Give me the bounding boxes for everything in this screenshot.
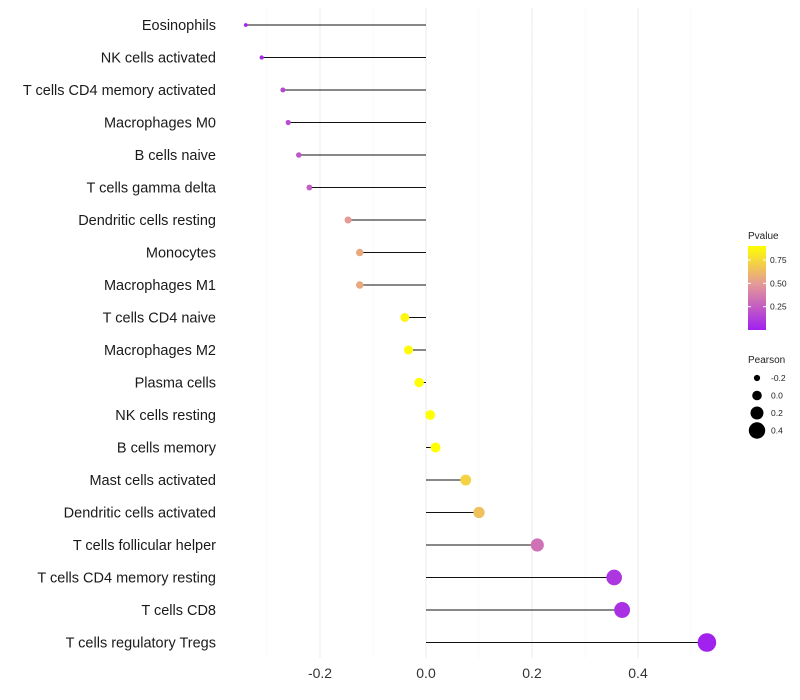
pvalue-legend: Pvalue 0.25 0.50 0.75 (748, 231, 787, 330)
x-tick-label: 0.0 (416, 665, 436, 681)
x-tick-label: 0.2 (522, 665, 542, 681)
pearson-legend-keys: -0.2 0.0 0.2 0.4 (748, 373, 786, 439)
lollipop-point (403, 345, 414, 355)
pvalue-legend-title: Pvalue (748, 231, 779, 242)
y-axis-label: B cells memory (117, 441, 217, 457)
pearson-key-label: 0.4 (771, 426, 783, 436)
y-axis-label: NK cells activated (101, 51, 216, 67)
lollipop-point (473, 506, 485, 519)
lollipop-point (414, 377, 424, 388)
x-tick-label: -0.2 (308, 665, 332, 681)
pvalue-colorbar (748, 246, 766, 330)
lollipop-point (400, 313, 410, 322)
y-axis-label: Mast cells activated (89, 473, 216, 489)
y-axis-label: Macrophages M1 (104, 278, 216, 294)
y-axis-label: Macrophages M0 (104, 116, 216, 132)
pearson-legend-title: Pearson (748, 355, 785, 366)
pearson-key-label: 0.2 (771, 408, 783, 418)
lollipop-point (606, 569, 622, 586)
pearson-size-key (750, 406, 764, 420)
y-axis-label: T cells follicular helper (73, 538, 216, 554)
y-axis-label: T cells gamma delta (87, 181, 217, 197)
pearson-key-label: 0.0 (771, 391, 783, 401)
y-axis-label: T cells CD4 naive (103, 311, 216, 327)
y-axis-label: T cells CD4 memory resting (37, 571, 216, 587)
lollipop-point (425, 410, 436, 420)
x-tick-label: 0.4 (628, 665, 648, 681)
pvalue-tick-label: 0.25 (770, 302, 787, 312)
y-axis-label: T cells CD8 (141, 603, 216, 619)
pvalue-tick-label: 0.50 (770, 278, 787, 288)
y-axis-label: Macrophages M2 (104, 343, 216, 359)
lollipop-point (530, 538, 544, 552)
grid-layer (224, 8, 740, 658)
y-axis-label: Plasma cells (135, 376, 216, 392)
y-axis-label: B cells naive (135, 148, 216, 164)
pearson-size-key (748, 422, 766, 439)
y-axis-label: NK cells resting (115, 408, 216, 424)
y-axis-label: Monocytes (146, 246, 216, 262)
pearson-legend: Pearson -0.2 0.0 0.2 0.4 (748, 355, 786, 439)
point-layer (243, 23, 717, 652)
pearson-size-key (752, 390, 762, 401)
y-axis-label: Dendritic cells activated (64, 506, 216, 522)
lollipop-point (430, 442, 441, 453)
lollipop-point (280, 87, 286, 93)
y-axis-label: Dendritic cells resting (78, 213, 216, 229)
lollipop-point (356, 281, 364, 289)
y-axis-label: T cells regulatory Tregs (66, 636, 216, 652)
lollipop-point (243, 23, 248, 27)
lollipop-point (344, 216, 352, 224)
lollipop-point (306, 184, 313, 191)
pearson-key-label: -0.2 (771, 373, 786, 383)
lollipop-point (259, 55, 264, 60)
lollipop-point (296, 152, 302, 158)
x-axis-ticks: -0.2 0.0 0.2 0.4 (308, 665, 648, 681)
pvalue-tick-label: 0.75 (770, 255, 787, 265)
lollipop-point (460, 474, 472, 486)
y-axis-label: Eosinophils (142, 18, 216, 34)
y-axis-label: T cells CD4 memory activated (23, 83, 216, 99)
lollipop-point (285, 119, 291, 126)
y-axis-labels: Eosinophils NK cells activated T cells CD4… (23, 18, 217, 652)
pvalue-legend-ticks: 0.25 0.50 0.75 (748, 255, 787, 312)
lollipop-point (614, 602, 631, 618)
lollipop-point (356, 248, 364, 257)
lollipop-point (697, 633, 717, 652)
pearson-size-key (753, 374, 761, 382)
